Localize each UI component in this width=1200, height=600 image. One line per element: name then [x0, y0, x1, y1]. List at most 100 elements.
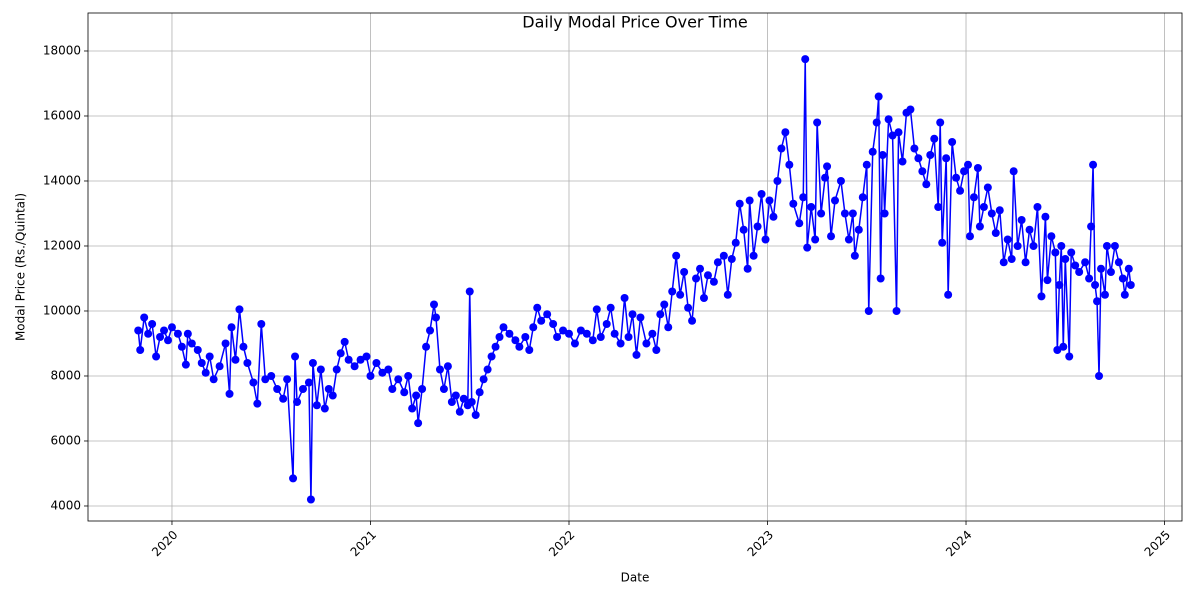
- data-point: [922, 180, 931, 189]
- data-point: [215, 362, 224, 371]
- data-point: [1081, 258, 1090, 267]
- data-point: [616, 339, 625, 348]
- data-point: [1003, 235, 1012, 244]
- y-tick-label: 16000: [43, 108, 81, 122]
- data-point: [479, 375, 488, 384]
- data-point: [1065, 352, 1074, 361]
- data-point: [298, 384, 307, 393]
- data-point: [636, 313, 645, 322]
- data-point: [610, 329, 619, 338]
- data-point: [378, 368, 387, 377]
- data-point: [761, 235, 770, 244]
- data-point: [447, 397, 456, 406]
- data-point: [944, 290, 953, 299]
- data-point: [491, 342, 500, 351]
- data-point: [570, 339, 579, 348]
- data-point: [773, 176, 782, 185]
- data-point: [1053, 345, 1062, 354]
- data-point: [652, 345, 661, 354]
- data-point: [144, 329, 153, 338]
- data-point: [543, 310, 552, 319]
- data-point: [320, 404, 329, 413]
- data-point: [727, 254, 736, 263]
- data-point: [821, 173, 830, 182]
- data-point: [817, 209, 826, 218]
- data-point: [422, 342, 431, 351]
- data-point: [136, 345, 145, 354]
- data-point: [596, 332, 605, 341]
- data-point: [193, 345, 202, 354]
- data-point: [304, 378, 313, 387]
- data-point: [201, 368, 210, 377]
- data-point: [656, 310, 665, 319]
- data-point: [140, 313, 149, 322]
- x-tick-label: 2022: [546, 528, 577, 559]
- data-point: [350, 362, 359, 371]
- data-point: [995, 206, 1004, 215]
- data-point: [602, 319, 611, 328]
- data-point: [408, 404, 417, 413]
- data-point: [227, 323, 236, 332]
- data-point: [1089, 160, 1098, 169]
- data-point: [344, 355, 353, 364]
- data-point: [1009, 167, 1018, 176]
- data-point: [257, 319, 266, 328]
- data-point: [1041, 212, 1050, 221]
- data-point: [936, 118, 945, 127]
- data-point: [467, 397, 476, 406]
- data-point: [692, 274, 701, 283]
- data-point: [1114, 258, 1123, 267]
- data-point: [884, 115, 893, 124]
- data-point: [221, 339, 230, 348]
- data-point: [388, 384, 397, 393]
- data-point: [164, 336, 173, 345]
- data-point: [952, 173, 961, 182]
- data-point: [1067, 248, 1076, 257]
- data-point: [253, 399, 262, 408]
- data-point: [1017, 215, 1026, 224]
- data-point: [914, 154, 923, 163]
- y-tick-label: 8000: [50, 368, 81, 382]
- data-point: [1071, 261, 1080, 270]
- data-point: [366, 371, 375, 380]
- data-point: [1021, 258, 1030, 267]
- data-point: [703, 271, 712, 280]
- data-point: [553, 332, 562, 341]
- data-point: [487, 352, 496, 361]
- data-point: [160, 326, 169, 335]
- data-point: [926, 150, 935, 159]
- data-point: [312, 401, 321, 410]
- data-point: [1057, 241, 1066, 250]
- data-point: [888, 131, 897, 140]
- data-point: [743, 264, 752, 273]
- data-point: [332, 365, 341, 374]
- data-point: [699, 293, 708, 302]
- data-point: [979, 202, 988, 211]
- data-point: [956, 186, 965, 195]
- data-point: [878, 150, 887, 159]
- data-point: [1033, 202, 1042, 211]
- data-point: [576, 326, 585, 335]
- data-point: [973, 163, 982, 172]
- data-point: [827, 232, 836, 241]
- data-point: [795, 219, 804, 228]
- data-point: [134, 326, 143, 335]
- data-point: [279, 394, 288, 403]
- data-point: [529, 323, 538, 332]
- data-point: [757, 189, 766, 198]
- data-point: [1095, 371, 1104, 380]
- data-point: [960, 167, 969, 176]
- data-point: [183, 329, 192, 338]
- data-point: [505, 329, 514, 338]
- data-point: [414, 419, 423, 428]
- data-point: [680, 267, 689, 276]
- data-point: [934, 202, 943, 211]
- data-point: [235, 305, 244, 314]
- data-point: [451, 391, 460, 400]
- y-axis-label: Modal Price (Rs./Quintal): [14, 193, 28, 341]
- data-point: [801, 55, 810, 64]
- chart-title: Daily Modal Price Over Time: [522, 13, 748, 32]
- data-point: [400, 388, 409, 397]
- data-point: [459, 394, 468, 403]
